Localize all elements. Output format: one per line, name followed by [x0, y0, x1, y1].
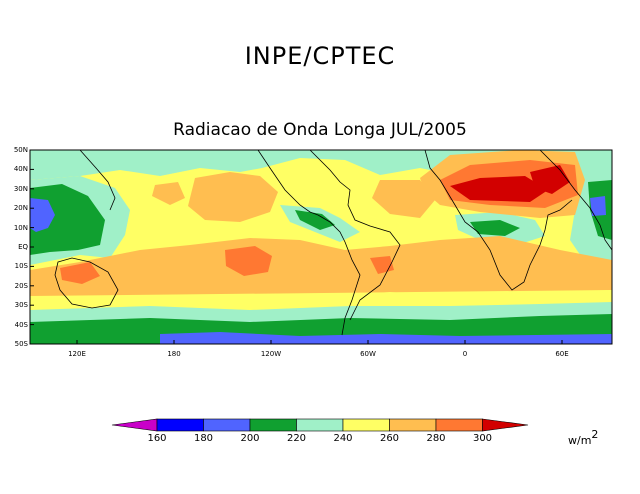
- lat-label: EQ: [18, 243, 28, 251]
- asia-south-coast: [539, 150, 612, 251]
- lon-label: 60W: [360, 350, 376, 358]
- lon-label: 120W: [260, 350, 282, 358]
- band-260-280-npac: [188, 172, 278, 222]
- colorbar-tick-label: 180: [193, 433, 214, 444]
- lat-label: 20S: [14, 281, 28, 290]
- lat-ticks: [30, 149, 34, 345]
- cb-arrow-left: [111, 418, 158, 432]
- cb-box-160-180: [156, 418, 204, 432]
- band-260-280-natl: [372, 180, 435, 218]
- colorbar: [111, 418, 529, 432]
- east-asia-coast: [79, 150, 116, 211]
- lat-label: 20N: [13, 204, 28, 213]
- colorbar-tick-label: 220: [286, 433, 307, 444]
- lon-ticks: [76, 340, 563, 344]
- band-200-220-itcz: [295, 210, 335, 230]
- colorbar-tick-label: 240: [333, 433, 353, 444]
- band-280-300-spac: [225, 246, 272, 276]
- lat-label: 40S: [14, 320, 28, 329]
- lat-label: 30S: [14, 301, 28, 310]
- band-180-200-west: [30, 198, 55, 232]
- lat-label: 10N: [13, 223, 28, 232]
- americas-west-coast: [257, 150, 361, 336]
- cb-arrow-right: [482, 418, 529, 432]
- colorbar-tick-label: 260: [379, 433, 400, 444]
- australia-coast: [54, 257, 119, 309]
- chart-subtitle: Radiacao de Onda Longa JUL/2005: [173, 120, 467, 140]
- band-180-200-south: [160, 332, 612, 344]
- colorbar-tick-label: 160: [147, 433, 167, 444]
- band-260-280-south: [30, 236, 612, 300]
- lon-label: 0: [462, 350, 468, 358]
- units-label: w/m2: [568, 428, 598, 447]
- cb-box-180-200: [203, 418, 251, 432]
- cb-box-280-300: [435, 418, 483, 432]
- lon-label: 180: [167, 350, 181, 358]
- band-300-sahara: [450, 176, 548, 202]
- lat-label: 40N: [13, 165, 28, 174]
- lon-label: 60E: [555, 350, 569, 358]
- band-300-arabia: [530, 165, 570, 194]
- units-base: w/m: [568, 434, 592, 447]
- lon-label: 120E: [68, 350, 86, 358]
- olr-field: [30, 150, 612, 344]
- cb-box-200-220: [249, 418, 297, 432]
- band-260-280-npac2: [152, 182, 185, 205]
- band-200-220-africa: [470, 220, 520, 236]
- lat-label: 50S: [14, 340, 28, 348]
- lat-label: 30N: [13, 184, 28, 193]
- colorbar-tick-label: 300: [472, 433, 493, 444]
- cb-box-220-240: [296, 418, 344, 432]
- lat-label: 50N: [13, 146, 28, 154]
- band-280-300-aus: [60, 262, 100, 284]
- units-exponent: 2: [591, 428, 599, 441]
- colorbar-tick-label: 280: [426, 433, 446, 444]
- colorbar-tick-label: 200: [240, 433, 260, 444]
- band-180-200-east: [590, 196, 606, 216]
- cb-box-260-280: [389, 418, 437, 432]
- americas-east-coast: [309, 150, 401, 321]
- coastlines: [54, 150, 612, 336]
- chart-title: INPE/CPTEC: [244, 42, 396, 70]
- cb-box-240-260: [342, 418, 390, 432]
- lat-label: 10S: [14, 262, 28, 271]
- africa-coast: [424, 150, 573, 291]
